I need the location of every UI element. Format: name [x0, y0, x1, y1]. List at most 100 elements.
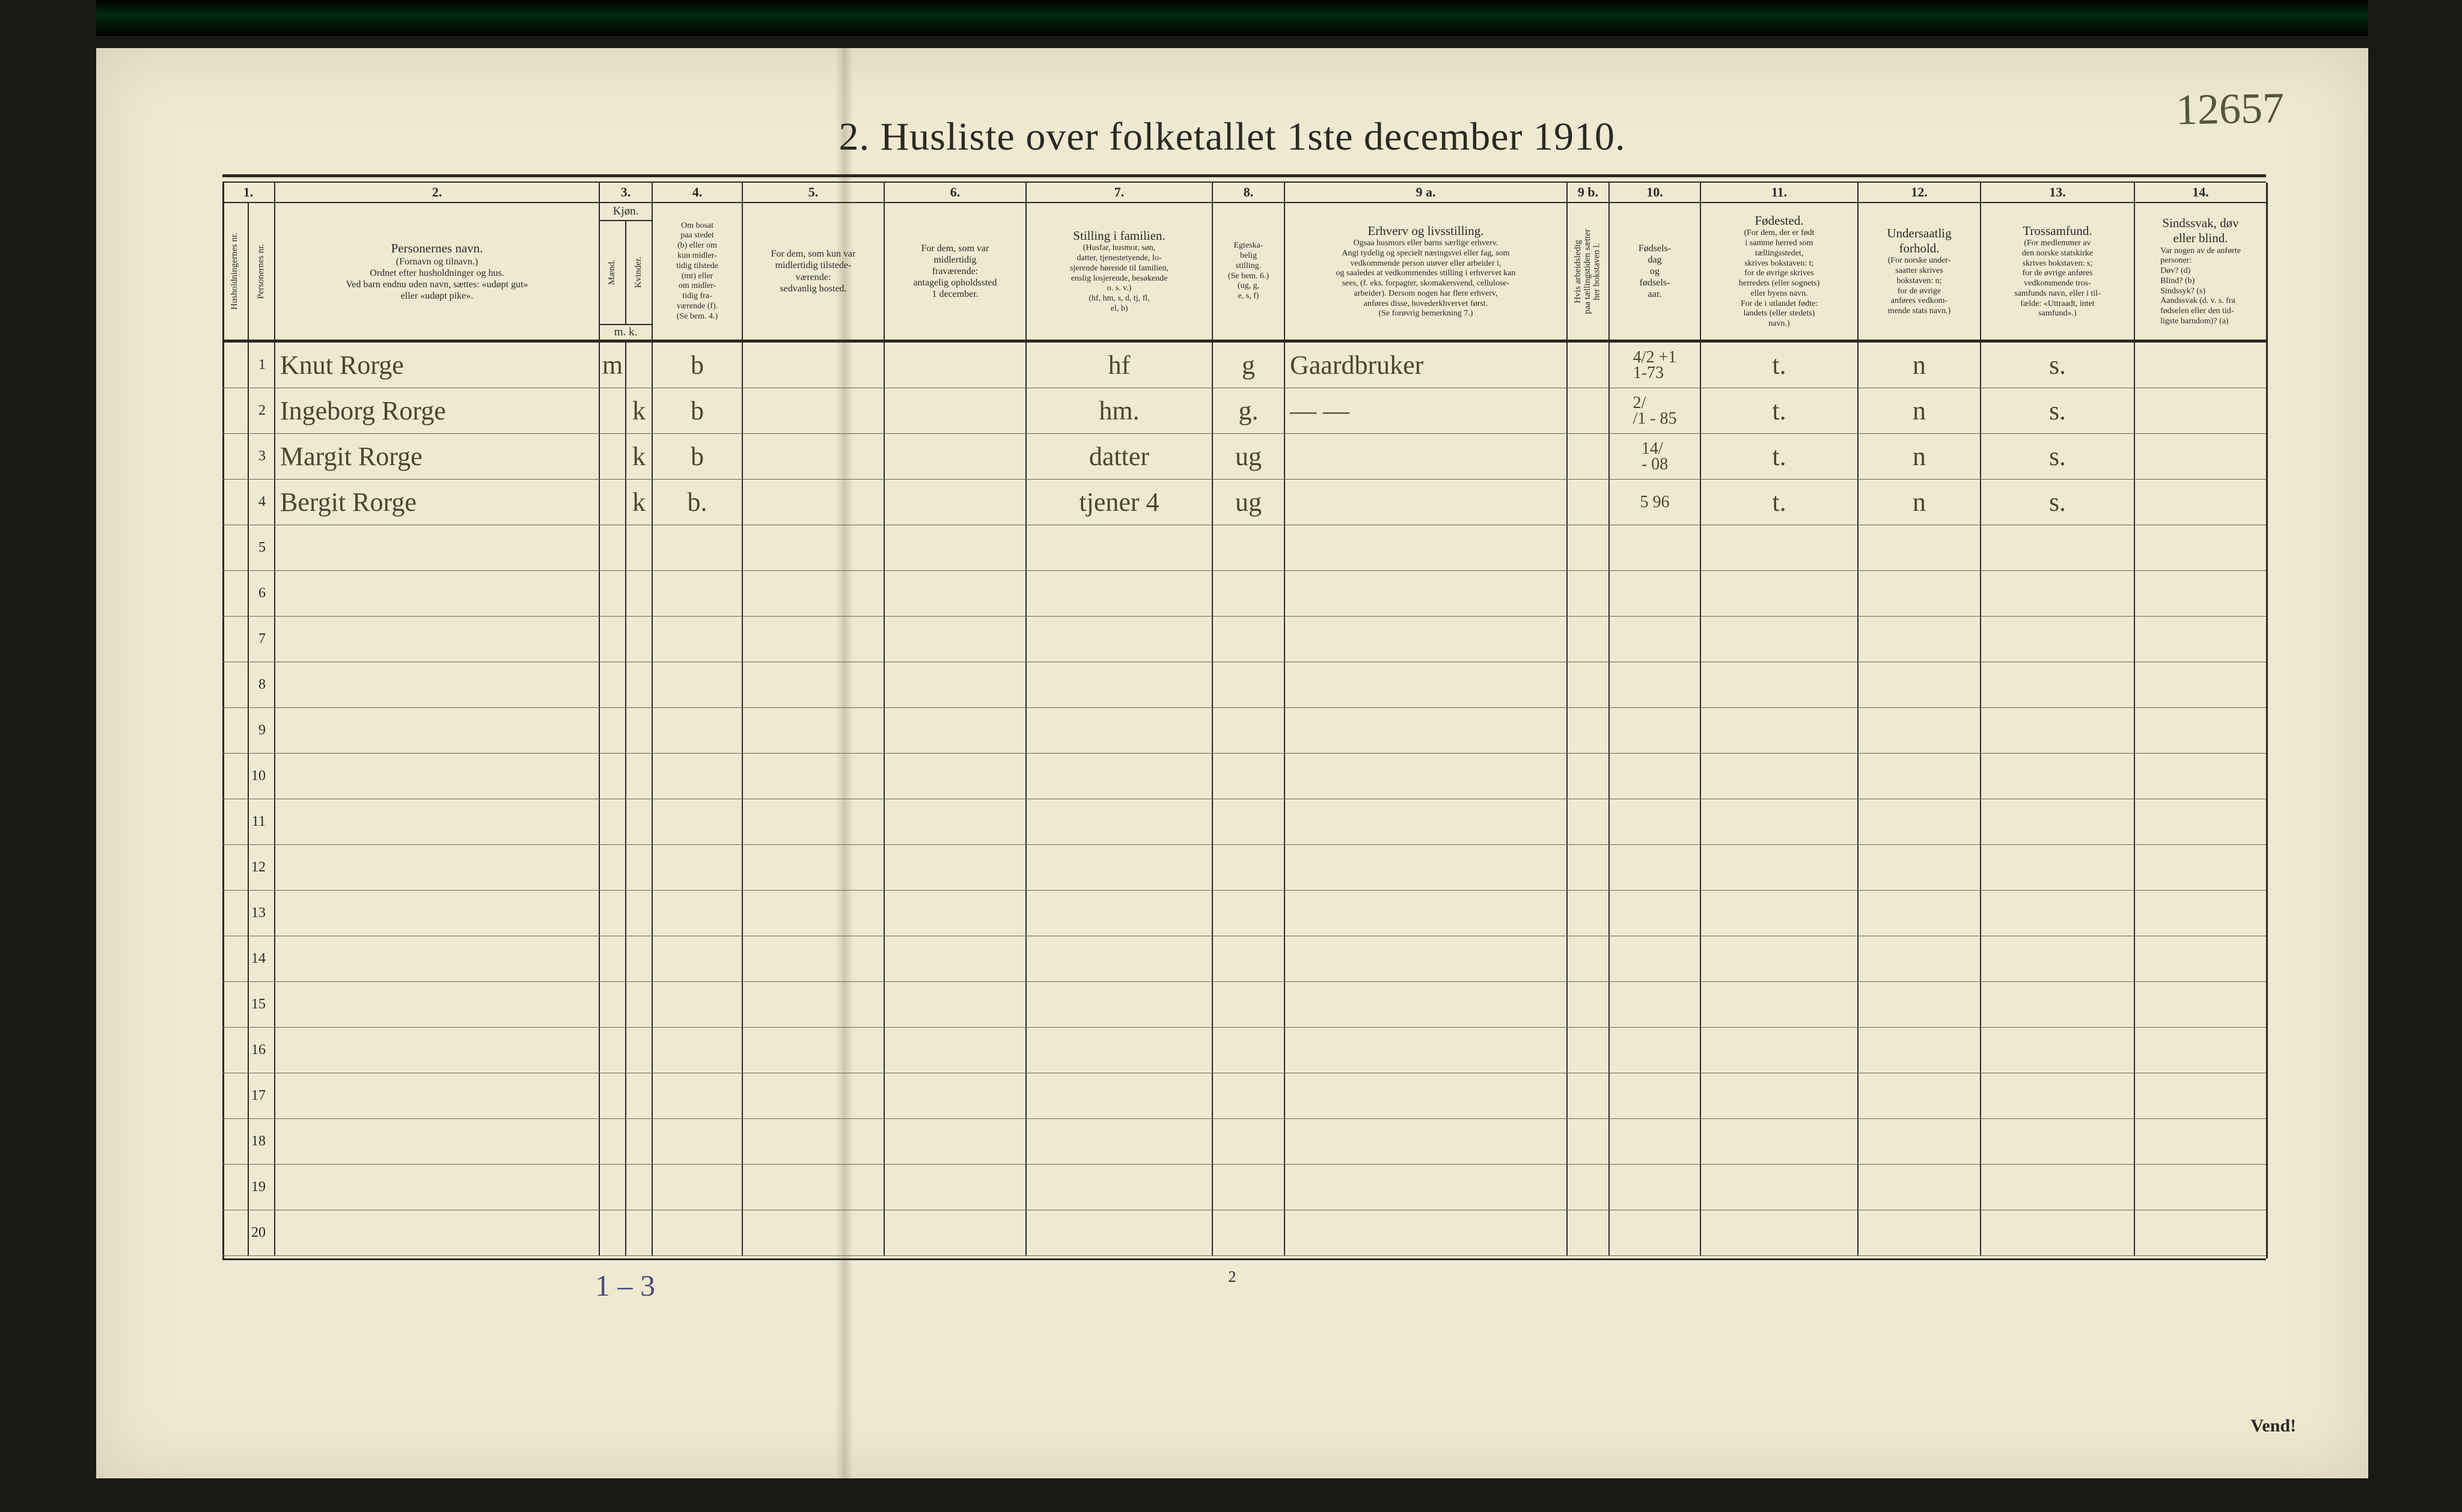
cell-family: [1027, 1119, 1213, 1164]
colnum-9a: 9 a.: [1285, 183, 1568, 202]
cell-person-no: 7: [249, 617, 275, 662]
cell-tilstede: [743, 1165, 885, 1210]
cell-birthdate: [1610, 617, 1701, 662]
cell-disability: [2135, 525, 2266, 570]
cell-person-no: 12: [249, 845, 275, 890]
cell-marital: [1213, 936, 1285, 981]
cell-birthdate: [1610, 799, 1701, 844]
cell-marital: [1213, 982, 1285, 1027]
cell-unemployed: [1568, 343, 1610, 388]
colnum-13: 13.: [1981, 183, 2135, 202]
cell-unemployed: [1568, 982, 1610, 1027]
cell-sex-k: [626, 754, 653, 799]
cell-nationality: [1859, 1073, 1981, 1118]
cell-occupation: [1285, 845, 1568, 890]
cell-sex-k: [626, 982, 653, 1027]
table-row: 19: [222, 1165, 2266, 1210]
column-label-row: Husholdningernes nr. Personernes nr. Per…: [222, 203, 2266, 343]
cell-name: Margit Rorge: [275, 434, 600, 479]
cell-sex-k: [626, 1073, 653, 1118]
cell-nationality: [1859, 982, 1981, 1027]
cell-disability: [2135, 571, 2266, 616]
cell-person-no: 15: [249, 982, 275, 1027]
handwritten-footer-note: 1 – 3: [595, 1268, 655, 1303]
cell-nationality: [1859, 662, 1981, 707]
cell-person-no: 4: [249, 480, 275, 525]
cell-religion: [1981, 799, 2135, 844]
cell-disability: [2135, 617, 2266, 662]
cell-household-no: [222, 799, 249, 844]
cell-religion: [1981, 936, 2135, 981]
page-number: 2: [96, 1268, 2368, 1286]
cell-sex-m: [600, 799, 626, 844]
cell-religion: s.: [1981, 343, 2135, 388]
cell-occupation: [1285, 936, 1568, 981]
hdr-unemployed: Hvis arbeidsledig paa tællingstiden sætt…: [1568, 203, 1610, 340]
hdr-religion: Trossamfund. (For medlemmer av den norsk…: [1981, 203, 2135, 340]
cell-marital: [1213, 571, 1285, 616]
cell-sex-m: [600, 1119, 626, 1164]
hdr-family-title: Stilling i familien.: [1073, 228, 1165, 243]
cell-tilstede: [743, 891, 885, 936]
cell-birthdate: [1610, 1073, 1701, 1118]
cell-sex-k: [626, 525, 653, 570]
cell-person-no: 19: [249, 1165, 275, 1210]
cell-family: [1027, 845, 1213, 890]
cell-bosat: [653, 936, 743, 981]
cell-fravaer: [885, 1165, 1027, 1210]
colnum-1: 1.: [222, 183, 275, 202]
archive-edge-strip: [96, 0, 2368, 36]
cell-person-no: 18: [249, 1119, 275, 1164]
cell-nationality: n: [1859, 388, 1981, 433]
hdr-marital: Egteska- belig stilling. (Se bem. 6.) (u…: [1213, 203, 1285, 340]
hdr-household-no: Husholdningernes nr.: [222, 203, 249, 340]
cell-bosat: [653, 525, 743, 570]
cell-name: [275, 617, 600, 662]
cell-fravaer: [885, 525, 1027, 570]
cell-unemployed: [1568, 525, 1610, 570]
cell-name: Ingeborg Rorge: [275, 388, 600, 433]
table-row: 14: [222, 936, 2266, 982]
cell-sex-m: m: [600, 343, 626, 388]
cell-sex-m: [600, 754, 626, 799]
cell-birthplace: [1701, 1073, 1859, 1118]
cell-bosat: [653, 1165, 743, 1210]
colnum-8: 8.: [1213, 183, 1285, 202]
cell-person-no: 8: [249, 662, 275, 707]
cell-bosat: [653, 754, 743, 799]
cell-occupation: [1285, 480, 1568, 525]
cell-name: [275, 799, 600, 844]
cell-household-no: [222, 1028, 249, 1073]
cell-disability: [2135, 434, 2266, 479]
cell-disability: [2135, 343, 2266, 388]
cell-bosat: b: [653, 434, 743, 479]
cell-family: [1027, 617, 1213, 662]
cell-sex-m: [600, 617, 626, 662]
cell-person-no: 2: [249, 388, 275, 433]
hdr-occ-sub: Ogsaa husmors eller barns særlige erhver…: [1336, 239, 1516, 319]
cell-birthdate: [1610, 571, 1701, 616]
cell-family: [1027, 891, 1213, 936]
cell-disability: [2135, 1119, 2266, 1164]
cell-marital: ug: [1213, 480, 1285, 525]
cell-birthplace: [1701, 845, 1859, 890]
cell-religion: [1981, 1165, 2135, 1210]
cell-family: [1027, 754, 1213, 799]
cell-birthdate: [1610, 662, 1701, 707]
cell-sex-m: [600, 434, 626, 479]
colnum-12: 12.: [1859, 183, 1981, 202]
cell-bosat: b: [653, 388, 743, 433]
cell-fravaer: [885, 936, 1027, 981]
cell-birthplace: [1701, 1028, 1859, 1073]
cell-birthdate: [1610, 891, 1701, 936]
cell-family: [1027, 1073, 1213, 1118]
cell-unemployed: [1568, 388, 1610, 433]
cell-household-no: [222, 936, 249, 981]
cell-birthplace: [1701, 799, 1859, 844]
table-row: 11: [222, 799, 2266, 845]
hdr-disability: Sindssvak, døv eller blind. Var nogen av…: [2135, 203, 2266, 340]
table-row: 20: [222, 1210, 2266, 1256]
cell-sex-k: [626, 891, 653, 936]
cell-unemployed: [1568, 1073, 1610, 1118]
cell-birthplace: [1701, 1165, 1859, 1210]
